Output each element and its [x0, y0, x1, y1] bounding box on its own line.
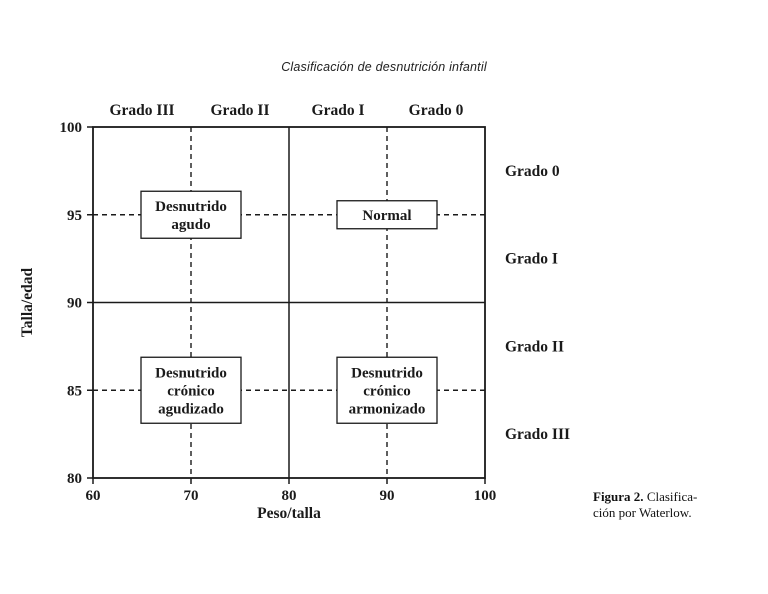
y-tick-label: 80	[67, 471, 82, 487]
category-box-label: Desnutrido	[155, 199, 227, 215]
category-box-label: Normal	[362, 208, 411, 224]
category-box-label: agudo	[171, 217, 210, 233]
column-band-label: Grado I	[312, 102, 365, 119]
category-box-label: Desnutrido	[155, 365, 227, 381]
y-tick-label: 85	[67, 383, 82, 399]
caption-text-start: Clasifica-	[643, 489, 698, 504]
x-axis-title: Peso/talla	[257, 505, 321, 522]
category-box-label: armonizado	[349, 401, 426, 417]
column-band-label: Grado II	[211, 102, 270, 119]
category-box	[336, 200, 438, 230]
category-box	[336, 356, 438, 424]
x-tick-label: 80	[282, 488, 297, 504]
category-box-label: crónico	[363, 383, 410, 399]
row-band-label: Grado II	[505, 338, 564, 355]
category-box	[140, 190, 242, 239]
chart-title: Clasificación de desnutrición infantil	[281, 60, 487, 74]
category-box-label: crónico	[167, 383, 214, 399]
caption-line-1: Figura 2. Clasifica-	[593, 489, 748, 505]
column-band-label: Grado 0	[409, 102, 464, 119]
category-box	[140, 356, 242, 424]
column-band-label: Grado III	[109, 102, 174, 119]
y-tick-label: 100	[60, 120, 83, 136]
y-tick-label: 90	[67, 296, 82, 312]
row-band-label: Grado I	[505, 251, 558, 268]
caption-line-2: ción por Waterlow.	[593, 504, 692, 520]
row-band-label: Grado 0	[505, 163, 560, 180]
category-box-label: Desnutrido	[351, 365, 423, 381]
y-axis-title: Talla/edad	[19, 268, 36, 338]
category-box-label: agudizado	[158, 401, 224, 417]
x-tick-label: 100	[474, 488, 497, 504]
caption-figure-number: Figura 2.	[593, 489, 644, 504]
x-tick-label: 60	[86, 488, 101, 504]
x-tick-label: 70	[184, 488, 199, 504]
row-band-label: Grado III	[505, 426, 570, 443]
figure-caption: Figura 2. Clasifica- ción por Waterlow.	[593, 489, 748, 520]
y-tick-label: 95	[67, 208, 82, 224]
x-tick-label: 90	[380, 488, 395, 504]
